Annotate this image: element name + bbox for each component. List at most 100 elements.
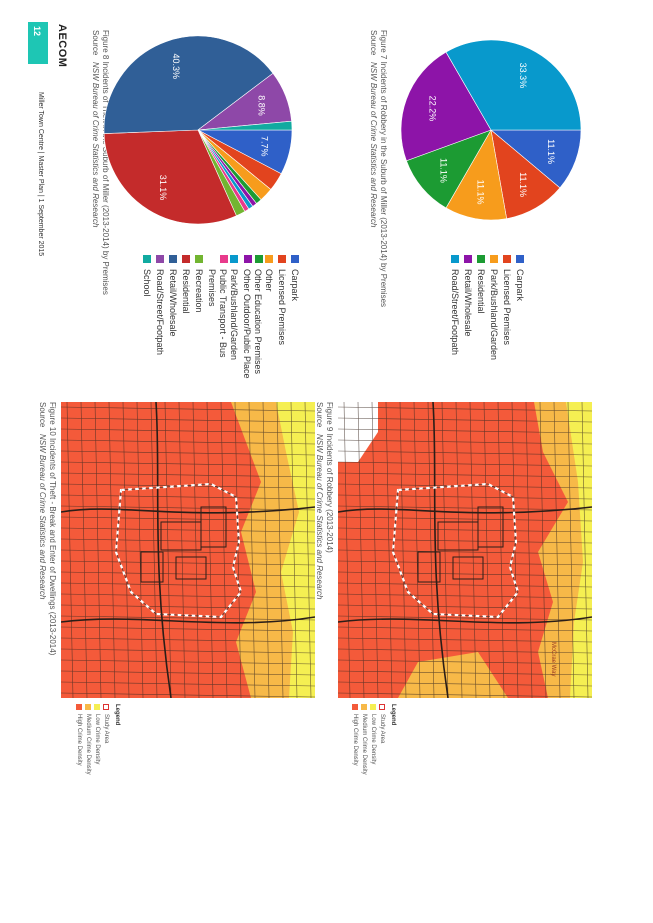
legend-swatch — [278, 255, 287, 263]
legend-label: Other Education Premises — [253, 269, 263, 375]
legend-swatch — [156, 255, 165, 263]
pie-slice-recreation — [197, 129, 246, 217]
legend-label: Licensed Premises — [502, 269, 513, 346]
pie-slice-licensed-premises — [490, 129, 561, 219]
page-number: 12 — [32, 26, 42, 37]
figure-7-source: Source NSW Bureau of Crime Statistics an… — [369, 30, 378, 228]
legend-swatch — [230, 255, 239, 263]
figure-10-map — [61, 402, 315, 698]
legend-label: Licensed Premises — [277, 269, 288, 346]
legend-item: Carpark — [289, 255, 302, 389]
pie-data-label: 11.1% — [546, 139, 556, 164]
legend-swatch — [143, 255, 152, 263]
pie-slice-other-outdoor-public-place — [197, 129, 257, 207]
brand-logo-text: AECOM — [56, 24, 68, 68]
figure-8-title: Figure 8 Incidents of Theft in the Subur… — [101, 30, 110, 295]
figure-10-caption: Figure 10 Incidents of Theft - Break and… — [37, 402, 57, 655]
figure-8-caption: Figure 8 Incidents of Theft in the Subur… — [90, 30, 110, 295]
figure-9-source: Source NSW Bureau of Crime Statistics an… — [315, 402, 324, 600]
legend-swatch — [503, 255, 512, 263]
legend-item: Other Outdoor/Public Place — [241, 255, 252, 389]
pie-slice-carpark — [490, 129, 582, 189]
map-legend-title: Legend — [390, 704, 396, 726]
legend-swatch — [169, 255, 178, 263]
legend-label: Carpark — [290, 269, 301, 302]
street-grid — [61, 402, 315, 698]
legend-label: Park/Bushland/Garden — [489, 269, 500, 361]
map-legend-item: High Crime Density — [351, 704, 360, 775]
figure-9-caption: Figure 9 Incidents of Robbery (2013-2014… — [314, 402, 334, 599]
medium-density-swatch — [361, 704, 368, 710]
figure-10-map-legend: Legend Study Area Low Crime Density Medi… — [75, 704, 120, 775]
legend-item: Park/Bushland/Garden — [488, 255, 501, 360]
legend-label: School — [142, 269, 153, 297]
legend-swatch — [265, 255, 274, 263]
pie-slice-licensed-premises — [197, 129, 282, 190]
legend-item: Road/Street/Footpath — [154, 255, 167, 389]
pie-data-label: 31.1% — [158, 175, 168, 201]
figure-9-title: Figure 9 Incidents of Robbery (2013-2014… — [325, 402, 334, 553]
figure-7-caption: Figure 7 Incidents of Robbery in the Sub… — [368, 30, 388, 307]
legend-swatch — [220, 255, 228, 263]
legend-item: Licensed Premises — [501, 255, 514, 360]
pie-data-label: 8.8% — [257, 95, 267, 116]
pie-slice-other-education-premises — [197, 129, 262, 204]
map-legend-item: Medium Crime Density — [360, 704, 369, 775]
low-density-zone — [566, 402, 592, 698]
figure-8-source: Source NSW Bureau of Crime Statistics an… — [91, 30, 100, 228]
legend-label: Residential — [476, 269, 487, 314]
legend-label: Retail/Wholesale — [168, 269, 179, 337]
pie-data-label: 11.1% — [518, 172, 528, 197]
building-footprints — [417, 506, 504, 583]
legend-item: Residential — [180, 255, 193, 389]
legend-item: Retail/Wholesale — [462, 255, 475, 360]
legend-item: Public Transport - Bus Premises — [206, 255, 228, 389]
legend-label: Other — [264, 269, 275, 292]
pie-slice-road-street-footpath — [196, 72, 292, 131]
figure-10-title: Figure 10 Incidents of Theft - Break and… — [48, 402, 57, 656]
legend-label: Other Outdoor/Public Place — [242, 269, 252, 379]
low-density-swatch — [94, 704, 101, 710]
legend-item: Other — [263, 255, 276, 389]
figure-8-legend: Carpark Licensed Premises Other Other Educa… — [141, 255, 302, 389]
page-number-badge: 12 — [28, 22, 48, 64]
legend-label: Road/Street/Footpath — [155, 269, 166, 356]
figure-10-source: Source NSW Bureau of Crime Statistics an… — [38, 402, 47, 600]
figure-7-legend: Carpark Licensed Premises Park/Bushland/Ga… — [449, 255, 527, 360]
legend-swatch — [255, 255, 263, 263]
legend-swatch — [464, 255, 473, 263]
legend-item: Park/Bushland/Garden — [228, 255, 241, 389]
legend-label: Park/Bushland/Garden — [229, 269, 240, 361]
legend-item: Carpark — [514, 255, 527, 360]
study-area-swatch — [379, 704, 386, 710]
pie-data-label: 7.7% — [259, 136, 269, 157]
map-legend-item: Low Crime Density — [369, 704, 378, 775]
legend-label: Public Transport - Bus Premises — [207, 269, 228, 358]
pie-slice-residential — [406, 129, 492, 209]
pie-data-label: 11.1% — [476, 180, 486, 205]
legend-label: Retail/Wholesale — [463, 269, 474, 337]
pie-data-label: 22.2% — [427, 96, 437, 122]
legend-swatch — [451, 255, 460, 263]
legend-swatch — [291, 255, 300, 263]
study-area-swatch — [103, 704, 110, 710]
legend-swatch — [490, 255, 499, 263]
legend-label: Road/Street/Footpath — [450, 269, 461, 356]
map-legend-item: High Crime Density — [75, 704, 84, 775]
high-density-swatch — [76, 704, 83, 710]
pie-slice-residential — [103, 129, 237, 225]
pie-slice-public-transport-bus-premises — [197, 129, 250, 212]
pie-slice-carpark — [197, 129, 293, 175]
figure-9-map-legend: Legend Study Area Low Crime Density Medi… — [351, 704, 396, 775]
medium-density-swatch — [85, 704, 92, 710]
pie-slice-retail-wholesale — [103, 35, 274, 134]
building-footprints — [140, 506, 227, 583]
pie-data-label: 33.3% — [518, 63, 528, 89]
street-label: McCrae Way — [550, 642, 556, 676]
high-density-swatch — [352, 704, 359, 710]
figure-7-title: Figure 7 Incidents of Robbery in the Sub… — [379, 30, 388, 308]
map-legend-title: Legend — [114, 704, 120, 726]
pie-slice-park-bushland-garden — [197, 129, 254, 210]
pie-slice-other — [197, 129, 272, 201]
legend-item: Retail/Wholesale — [167, 255, 180, 389]
